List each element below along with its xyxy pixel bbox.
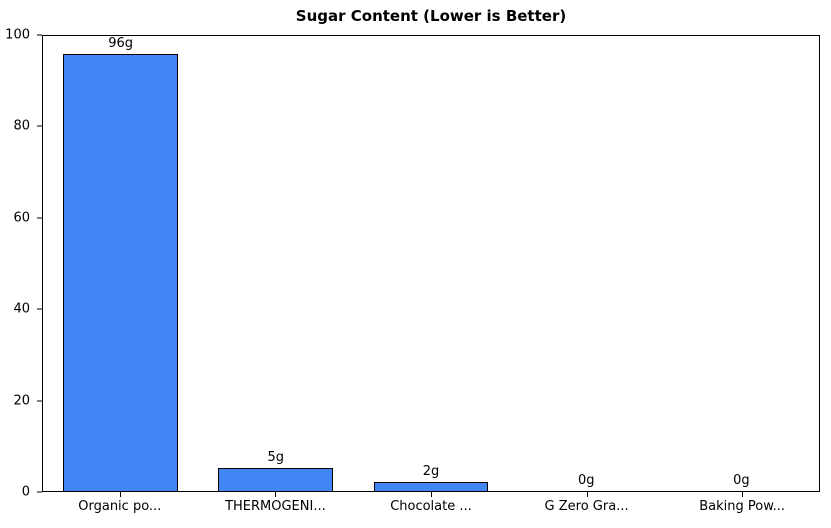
y-tick-label: 80	[13, 118, 30, 134]
bar	[63, 54, 179, 491]
x-tick-mark	[119, 492, 121, 497]
bar-value-label: 96g	[108, 36, 133, 52]
chart-title: Sugar Content (Lower is Better)	[295, 7, 567, 25]
x-tick-label: Chocolate ...	[390, 500, 472, 514]
y-axis: 0 20 40 60 80 100	[0, 29, 42, 499]
bar	[373, 481, 489, 491]
x-tick-label: Baking Pow...	[699, 500, 786, 514]
y-tick-label: 100	[5, 27, 30, 43]
x-tick-label: THERMOGENI...	[225, 500, 326, 514]
bar-value-label: 5g	[267, 450, 285, 466]
bar-slot: 0g	[509, 36, 664, 491]
x-tick-mark	[742, 492, 744, 497]
bars-container: 96g 5g 2g 0g 0g	[43, 36, 819, 491]
y-tick-label: 20	[13, 393, 30, 409]
x-tick-marks	[42, 492, 820, 497]
y-tick-mark	[37, 34, 42, 36]
bar	[218, 468, 334, 491]
y-tick-mark	[37, 125, 42, 127]
x-axis: Organic po... THERMOGENI... Chocolate ... G…	[42, 500, 820, 514]
x-tick-mark	[275, 492, 277, 497]
bar-slot: 0g	[664, 36, 819, 491]
y-tick-label: 0	[21, 484, 30, 500]
bar-value-label: 2g	[422, 463, 440, 479]
x-tick-mark	[586, 492, 588, 497]
plot-area: 96g 5g 2g 0g 0g	[42, 35, 820, 492]
bar-slot: 5g	[198, 36, 353, 491]
y-tick-label: 60	[13, 210, 30, 226]
bar-slot: 96g	[43, 36, 198, 491]
bar-value-label: 0g	[733, 473, 750, 488]
y-tick-mark	[37, 400, 42, 402]
y-tick-label: 40	[13, 301, 30, 317]
x-tick-label: G Zero Gra...	[544, 500, 629, 514]
y-tick-mark	[37, 308, 42, 310]
bar-slot: 2g	[353, 36, 508, 491]
x-tick-label: Organic po...	[78, 500, 162, 514]
bar-value-label: 0g	[577, 473, 595, 488]
y-tick-mark	[37, 217, 42, 219]
y-tick-mark	[37, 491, 42, 493]
x-tick-mark	[431, 492, 432, 497]
